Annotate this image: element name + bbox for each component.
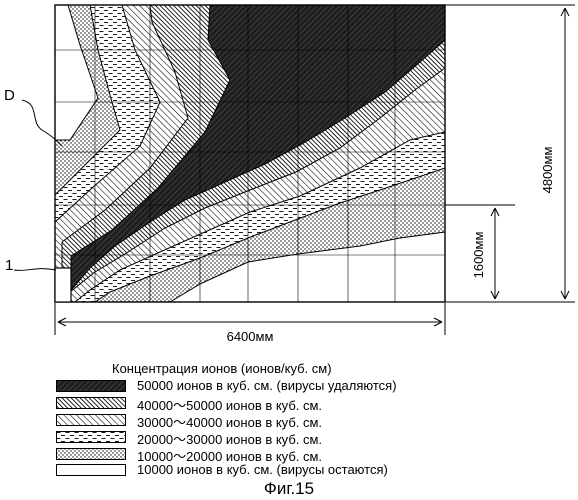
legend-item-10000: 10000 ионов в куб. см. (вирусы остаются) [56,463,456,478]
legend-swatch-diag-dense [56,397,126,409]
legend-item-40000-50000: 40000～50000 ионов в куб. см. [56,396,456,411]
width-dimension-label: 6400мм [227,329,274,344]
legend-label: 50000 ионов в куб. см. (вирусы удаляются… [137,378,397,393]
figure-caption: Фиг.15 [0,479,578,499]
height-dimension-label: 4800мм [540,147,555,194]
legend-swatch-dashes [56,431,126,443]
legend-item-10000-20000: 10000～20000 ионов в куб. см. [56,447,456,462]
legend-title: Концентрация ионов (ионов/куб. см) [112,361,332,376]
concentration-bands [55,5,445,302]
legend-item-20000-30000: 20000～30000 ионов в куб. см. [56,430,456,445]
device-leader-line [14,269,56,271]
region-d-leader-line [22,100,62,146]
legend-swatch-blank [56,464,126,476]
region-d-label: D [4,87,15,104]
device-label: 1 [5,257,13,274]
legend-item-50000: 50000 ионов в куб. см. (вирусы удаляются… [56,379,456,394]
legend-item-30000-40000: 30000～40000 ионов в куб. см. [56,413,456,428]
ion-generator-device [55,268,71,302]
device-height-dimension-label: 1600мм [471,232,486,279]
legend-label: 10000 ионов в куб. см. (вирусы остаются) [137,462,388,477]
legend-swatch-dense [56,380,126,392]
legend-swatch-diag-sparse [56,414,126,426]
legend-swatch-dots [56,448,126,460]
height-dimension [445,5,575,302]
